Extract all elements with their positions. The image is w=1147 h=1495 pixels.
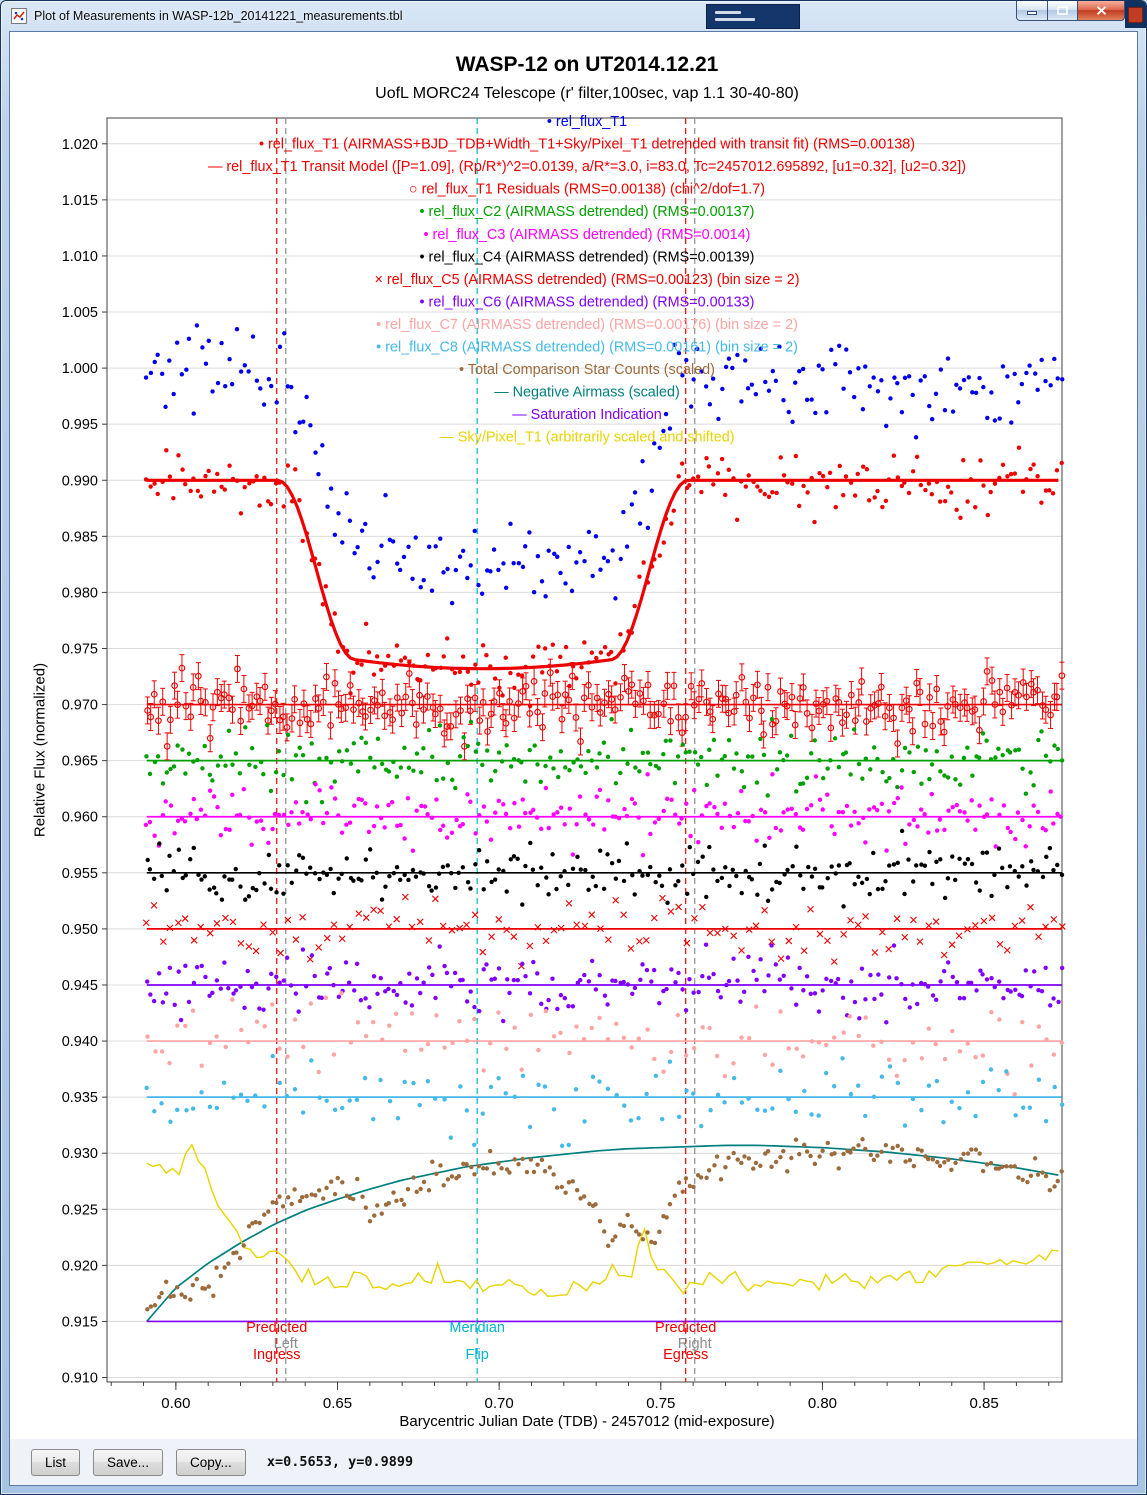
window-controls (1016, 1, 1125, 21)
svg-text:• Total Comparison Star Counts: • Total Comparison Star Counts (scaled) (459, 362, 715, 378)
x-axis-label: Barycentric Julian Date (TDB) - 2457012 … (399, 1413, 775, 1430)
window-title: Plot of Measurements in WASP-12b_2014122… (34, 9, 403, 23)
maximize-icon (1057, 6, 1068, 15)
bottom-toolbar: List Save... Copy... x=0.5653, y=0.9899 (10, 1439, 1137, 1485)
svg-text:1.020: 1.020 (62, 137, 98, 153)
svg-text:1.015: 1.015 (62, 193, 98, 209)
plot-canvas[interactable]: 1.020 1.015 1.010 1.005 1.000 0.995 0.990 0.985… (10, 32, 1137, 1439)
svg-text:1.000: 1.000 (62, 361, 98, 377)
svg-text:0.85: 0.85 (969, 1395, 998, 1412)
titlebar[interactable]: Plot of Measurements in WASP-12b_2014122… (1, 1, 1146, 31)
svg-text:0.930: 0.930 (62, 1146, 98, 1162)
svg-text:• rel_flux_T1 (AIRMASS+BJD_TDB: • rel_flux_T1 (AIRMASS+BJD_TDB+Width_T1+… (259, 137, 915, 153)
svg-text:— rel_flux_T1 Transit Model ([: — rel_flux_T1 Transit Model ([P=1.09], (… (208, 159, 966, 175)
svg-text:× rel_flux_C5 (AIRMASS detrend: × rel_flux_C5 (AIRMASS detrended) (RMS=0… (374, 272, 799, 288)
svg-text:0.80: 0.80 (808, 1395, 837, 1412)
svg-text:• rel_flux_C7 (AIRMASS detrend: • rel_flux_C7 (AIRMASS detrended) (RMS=0… (376, 317, 798, 333)
save-button[interactable]: Save... (93, 1448, 164, 1476)
maximize-button[interactable] (1048, 1, 1077, 21)
chart-subtitle: UofL MORC24 Telescope (r' filter,100sec,… (375, 85, 799, 102)
svg-text:0.965: 0.965 (62, 754, 98, 770)
svg-text:0.980: 0.980 (62, 585, 98, 601)
svg-text:0.960: 0.960 (62, 810, 98, 826)
svg-text:Flip: Flip (465, 1347, 488, 1363)
svg-text:— Sky/Pixel_T1 (arbitrarily sc: — Sky/Pixel_T1 (arbitrarily scaled and s… (439, 430, 734, 446)
minimize-icon (1027, 11, 1037, 15)
copy-button[interactable]: Copy... (176, 1448, 246, 1476)
plot-area: WASP-12 on UT2014.12.21 UofL MORC24 Tele… (10, 32, 1137, 1439)
svg-text:0.60: 0.60 (161, 1395, 190, 1412)
svg-text:0.995: 0.995 (62, 417, 98, 433)
chart-title: WASP-12 on UT2014.12.21 (455, 53, 719, 76)
svg-text:0.70: 0.70 (485, 1395, 514, 1412)
background-window-fragment (706, 4, 800, 29)
svg-text:0.940: 0.940 (62, 1034, 98, 1050)
svg-text:0.945: 0.945 (62, 978, 98, 994)
svg-text:• rel_flux_C6 (AIRMASS detrend: • rel_flux_C6 (AIRMASS detrended) (RMS=0… (420, 294, 755, 310)
svg-text:1.005: 1.005 (62, 305, 98, 321)
svg-text:Ingress: Ingress (253, 1347, 301, 1363)
svg-text:— Saturation Indication: — Saturation Indication (512, 407, 662, 423)
svg-text:0.925: 0.925 (62, 1202, 98, 1218)
close-button[interactable] (1077, 1, 1125, 21)
list-button[interactable]: List (31, 1448, 81, 1476)
svg-text:0.910: 0.910 (62, 1371, 98, 1387)
close-icon (1096, 6, 1106, 15)
svg-text:• rel_flux_C8 (AIRMASS detrend: • rel_flux_C8 (AIRMASS detrended) (RMS=0… (376, 340, 798, 356)
svg-text:Left: Left (274, 1336, 298, 1352)
svg-text:0.955: 0.955 (62, 866, 98, 882)
svg-text:• rel_flux_T1: • rel_flux_T1 (547, 114, 627, 130)
svg-text:Meridian: Meridian (449, 1320, 505, 1336)
svg-text:• rel_flux_C2 (AIRMASS detrend: • rel_flux_C2 (AIRMASS detrended) (RMS=0… (420, 204, 755, 220)
svg-text:• rel_flux_C4 (AIRMASS detrend: • rel_flux_C4 (AIRMASS detrended) (RMS=0… (420, 249, 755, 265)
app-icon (11, 8, 27, 24)
svg-text:Predicted: Predicted (246, 1320, 307, 1336)
svg-text:1.010: 1.010 (62, 249, 98, 265)
svg-text:0.935: 0.935 (62, 1090, 98, 1106)
svg-text:0.985: 0.985 (62, 529, 98, 545)
svg-text:0.65: 0.65 (323, 1395, 352, 1412)
svg-text:• rel_flux_C3 (AIRMASS detrend: • rel_flux_C3 (AIRMASS detrended) (RMS=0… (424, 227, 751, 243)
svg-text:Egress: Egress (663, 1347, 708, 1363)
svg-text:0.920: 0.920 (62, 1258, 98, 1274)
svg-text:Right: Right (678, 1336, 712, 1352)
svg-text:○ rel_flux_T1 Residuals (RMS=0: ○ rel_flux_T1 Residuals (RMS=0.00138) (c… (409, 182, 765, 198)
svg-text:0.950: 0.950 (62, 922, 98, 938)
window-body: WASP-12 on UT2014.12.21 UofL MORC24 Tele… (9, 31, 1138, 1486)
svg-text:0.970: 0.970 (62, 698, 98, 714)
cursor-coordinates: x=0.5653, y=0.9899 (266, 1454, 414, 1470)
background-window-corner-fragment (1125, 1, 1146, 28)
svg-text:0.990: 0.990 (62, 473, 98, 489)
svg-text:0.975: 0.975 (62, 641, 98, 657)
svg-text:— Negative Airmass (scaled): — Negative Airmass (scaled) (494, 385, 680, 401)
svg-text:Predicted: Predicted (655, 1320, 716, 1336)
svg-text:0.75: 0.75 (646, 1395, 675, 1412)
minimize-button[interactable] (1016, 1, 1048, 21)
svg-text:0.915: 0.915 (62, 1314, 98, 1330)
